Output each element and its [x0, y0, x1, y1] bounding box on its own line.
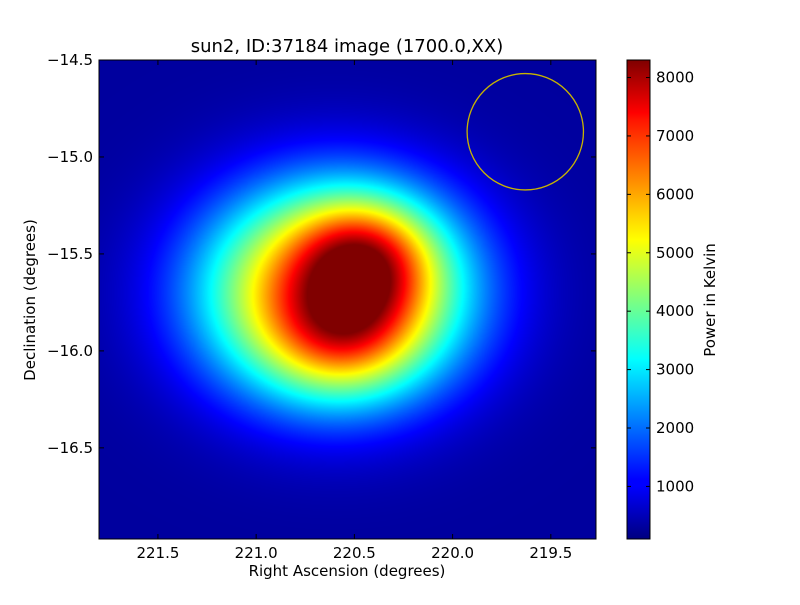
colorbar-tick-label: 6000	[656, 185, 694, 203]
y-tick-label: −14.5	[47, 51, 93, 69]
colorbar: 1000 2000 3000 4000 5000 6000 7000 8000 Power i…	[626, 59, 719, 540]
colorbar-tick-label: 2000	[656, 419, 694, 437]
colorbar-ticks: 1000 2000 3000 4000 5000 6000 7000 8000	[627, 69, 694, 495]
plot-area	[98, 59, 597, 540]
heatmap-image	[99, 60, 596, 539]
x-tick-label: 221.5	[136, 544, 179, 562]
x-tick-label: 220.5	[333, 544, 376, 562]
colorbar-gradient	[626, 59, 651, 540]
y-tick-label: −15.0	[47, 148, 93, 166]
chart-title: sun2, ID:37184 image (1700.0,XX)	[191, 36, 504, 57]
y-axis: −14.5 −15.0 −15.5 −16.0 −16.5	[47, 51, 596, 457]
colorbar-tick-label: 1000	[656, 477, 694, 495]
colorbar-tick-label: 5000	[656, 244, 694, 262]
colorbar-tick-label: 8000	[656, 69, 694, 87]
x-tick-label: 219.5	[529, 544, 572, 562]
x-axis-label: Right Ascension (degrees)	[249, 562, 446, 580]
beam-circle	[466, 72, 585, 191]
x-axis: 221.5 221.0 220.5 220.0 219.5	[136, 60, 572, 562]
colorbar-label: Power in Kelvin	[701, 243, 719, 357]
plot-frame	[98, 59, 597, 540]
x-tick-label: 220.0	[431, 544, 474, 562]
colorbar-tick-label: 4000	[656, 302, 694, 320]
colorbar-tick-label: 7000	[656, 127, 694, 145]
y-tick-label: −16.0	[47, 342, 93, 360]
x-tick-label: 221.0	[235, 544, 278, 562]
y-axis-label: Declination (degrees)	[21, 219, 39, 381]
y-tick-label: −15.5	[47, 245, 93, 263]
colorbar-tick-label: 3000	[656, 361, 694, 379]
y-tick-label: −16.5	[47, 439, 93, 457]
